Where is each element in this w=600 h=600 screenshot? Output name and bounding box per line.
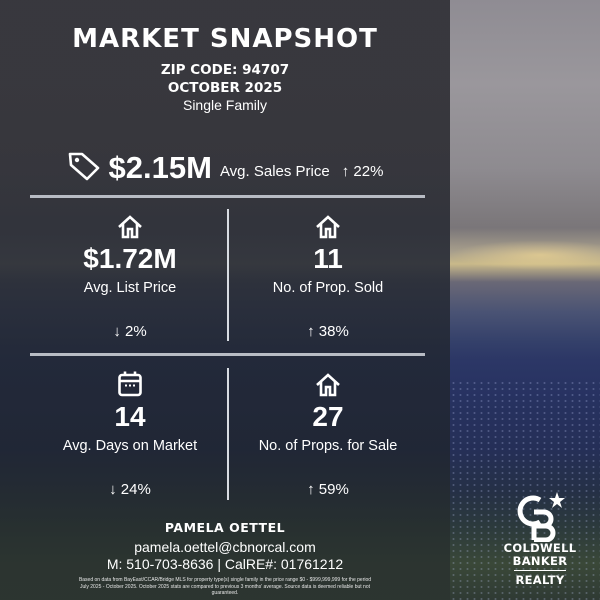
avg-sales-price-row: $2.15M Avg. Sales Price ↑ 22%	[0, 150, 450, 186]
stat-value: $1.72M	[83, 243, 177, 274]
divider-vertical-top	[227, 209, 229, 341]
divider-top	[30, 195, 425, 198]
stat-props-sold: 11 No. of Prop. Sold ↑ 38%	[228, 210, 428, 340]
agent-email: pamela.oettel@cbnorcal.com	[134, 539, 316, 555]
logo-line-3: REALTY	[515, 573, 565, 587]
stat-label: Avg. Days on Market	[62, 438, 198, 454]
stat-change: ↑ 59%	[307, 481, 349, 498]
divider-middle	[30, 353, 425, 356]
cb-monogram-icon	[495, 490, 585, 543]
stat-value: 11	[313, 243, 343, 274]
avg-sales-price-label: Avg. Sales Price	[219, 162, 330, 180]
house-icon	[228, 368, 428, 398]
stat-avg-days-on-market: 14 Avg. Days on Market ↓ 24%	[30, 368, 230, 498]
property-type: Single Family	[182, 97, 268, 113]
stat-change: ↑ 38%	[307, 323, 349, 340]
divider-vertical-bottom	[227, 368, 229, 500]
overlay-panel	[0, 0, 450, 600]
stat-label: No. of Props. for Sale	[258, 438, 398, 454]
house-icon	[228, 210, 428, 240]
agent-name: PAMELA OETTEL	[164, 520, 286, 535]
stat-value: 14	[114, 401, 146, 432]
price-tag-icon	[67, 151, 101, 186]
stat-change: ↓ 2%	[113, 323, 147, 340]
avg-sales-price-value: $2.15M	[108, 150, 212, 185]
report-month: OCTOBER 2025	[167, 80, 283, 96]
stat-avg-list-price: $1.72M Avg. List Price ↓ 2%	[30, 210, 230, 340]
calendar-icon	[30, 368, 230, 398]
stat-change: ↓ 24%	[109, 481, 151, 498]
stat-label: No. of Prop. Sold	[272, 280, 384, 296]
logo-rule	[514, 570, 566, 571]
avg-sales-price-change: ↑ 22%	[341, 162, 384, 180]
coldwell-banker-logo: COLDWELL BANKER REALTY	[495, 490, 585, 587]
city-lights	[450, 380, 600, 600]
stat-props-for-sale: 27 No. of Props. for Sale ↑ 59%	[228, 368, 428, 498]
logo-line-1: COLDWELL	[503, 541, 577, 555]
house-icon	[30, 210, 230, 240]
agent-phone-license: M: 510-703-8636 | CalRE#: 01761212	[106, 556, 344, 572]
sunset-glow	[450, 240, 600, 270]
stat-value: 27	[312, 401, 344, 432]
page-title: MARKET SNAPSHOT	[72, 24, 378, 54]
zip-code: ZIP CODE: 94707	[160, 62, 290, 78]
disclaimer: Based on data from BayEast/CCAR/Bridge M…	[78, 577, 372, 596]
stat-label: Avg. List Price	[83, 280, 177, 296]
logo-line-2: BANKER	[512, 554, 568, 568]
